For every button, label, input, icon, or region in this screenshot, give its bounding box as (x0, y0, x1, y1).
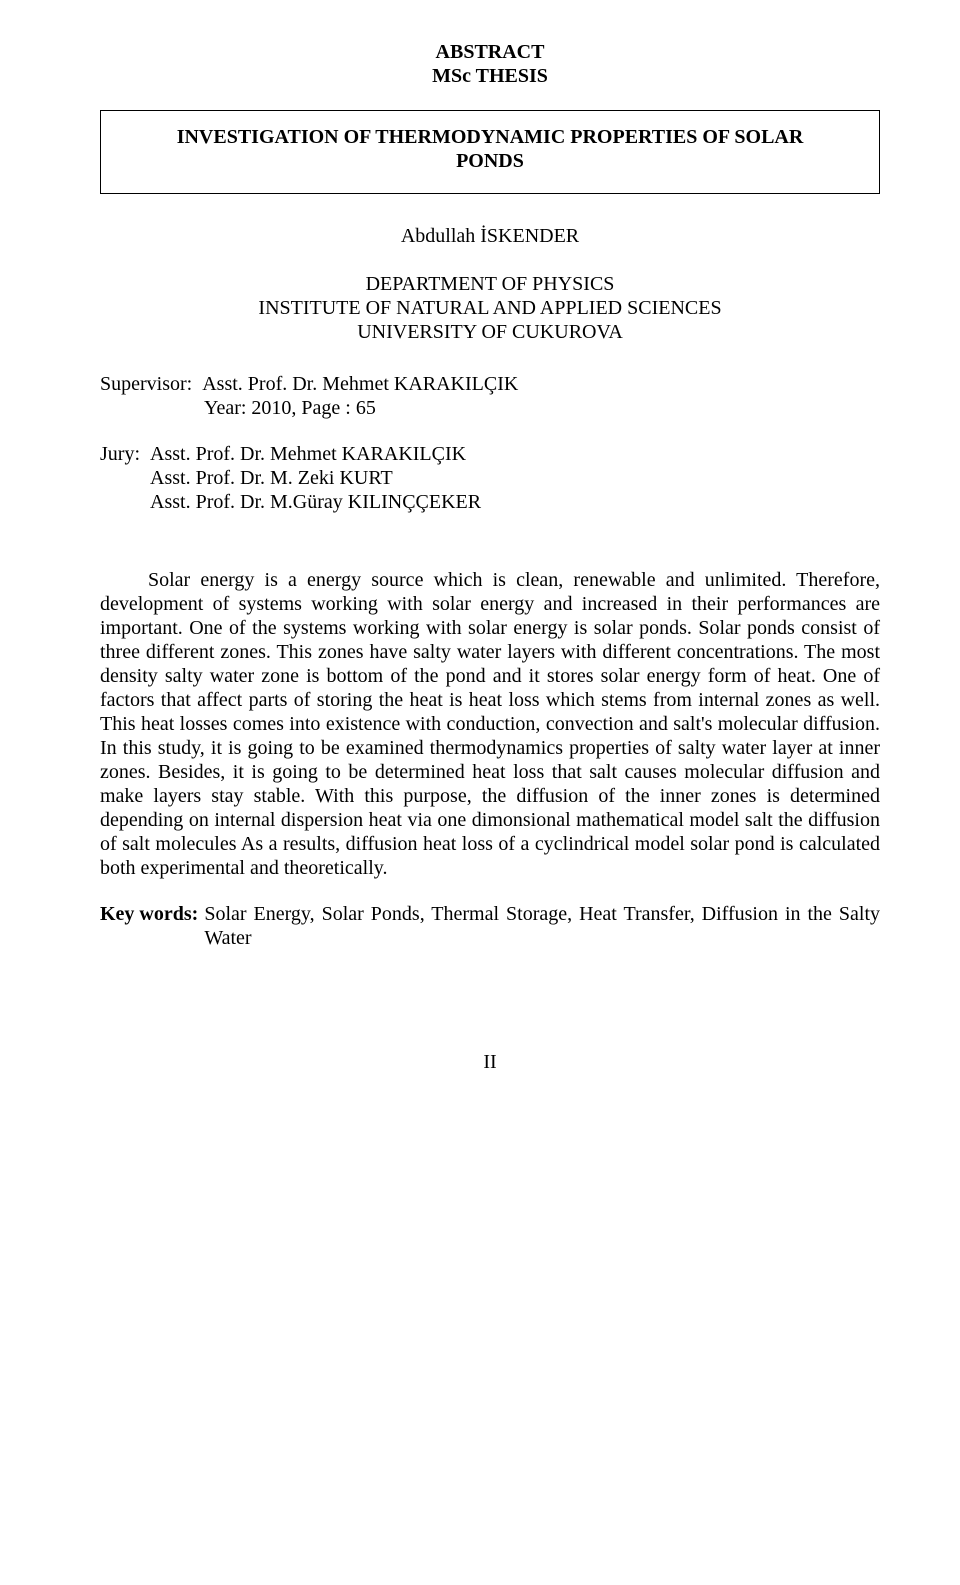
department-line-1: DEPARTMENT OF PHYSICS (100, 272, 880, 296)
keywords-row: Key words: Solar Energy, Solar Ponds, Th… (100, 902, 880, 950)
title-line-2: PONDS (121, 149, 859, 173)
supervisor-block: Supervisor: Asst. Prof. Dr. Mehmet KARAK… (100, 372, 880, 420)
page-number: II (100, 1050, 880, 1074)
supervisor-year-page: Year: 2010, Page : 65 (100, 396, 880, 420)
title-line-1: INVESTIGATION OF THERMODYNAMIC PROPERTIE… (121, 125, 859, 149)
abstract-body: Solar energy is a energy source which is… (100, 568, 880, 880)
supervisor-label: Supervisor: (100, 373, 192, 395)
jury-member-1: Asst. Prof. Dr. Mehmet KARAKILÇIK (150, 443, 466, 465)
department-line-2: INSTITUTE OF NATURAL AND APPLIED SCIENCE… (100, 296, 880, 320)
abstract-label: ABSTRACT (100, 40, 880, 64)
thesis-type-label: MSc THESIS (100, 64, 880, 88)
jury-block: Jury: Asst. Prof. Dr. Mehmet KARAKILÇIK … (100, 442, 880, 514)
keywords-label: Key words: (100, 902, 198, 950)
title-box: INVESTIGATION OF THERMODYNAMIC PROPERTIE… (100, 110, 880, 194)
jury-member-3: Asst. Prof. Dr. M.Güray KILINÇÇEKER (100, 490, 880, 514)
department-line-3: UNIVERSITY OF CUKUROVA (100, 320, 880, 344)
supervisor-name: Asst. Prof. Dr. Mehmet KARAKILÇIK (202, 373, 518, 395)
author-name: Abdullah İSKENDER (100, 224, 880, 248)
jury-member-2: Asst. Prof. Dr. M. Zeki KURT (100, 466, 880, 490)
keywords-text: Solar Energy, Solar Ponds, Thermal Stora… (198, 902, 880, 950)
jury-label: Jury: (100, 443, 140, 465)
